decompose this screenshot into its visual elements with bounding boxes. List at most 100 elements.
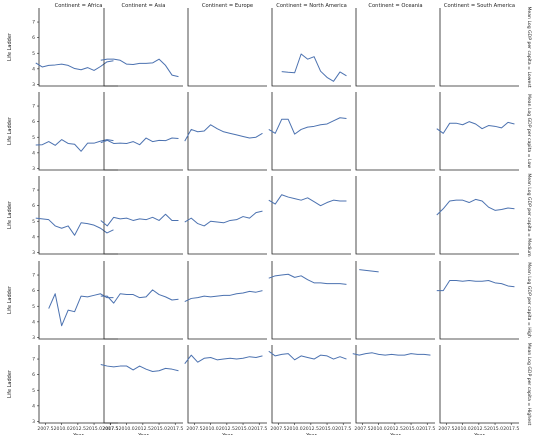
y-tick-label-r1-0: 3 — [32, 166, 35, 172]
row-label-0: Mean Log GDP per capita = Lowest — [526, 6, 532, 87]
series-line-r2-c2 — [184, 210, 263, 227]
x-tick-label-c3-4: 2017.5 — [335, 426, 351, 432]
column-title-4: Continent = Oceania — [368, 3, 422, 9]
panel-axes-r3-c4 — [355, 261, 435, 340]
panel-axes-r1-c5 — [439, 92, 519, 171]
series-line-r1-c2 — [184, 124, 263, 142]
panel-axes-r0-c1 — [103, 8, 183, 87]
panel-axes-r2-c1 — [103, 176, 183, 255]
x-tick-label-c3-0: 2007.5 — [270, 426, 286, 432]
y-tick-label-r0-2: 5 — [32, 51, 35, 57]
panel-axes-r3-c3 — [271, 261, 351, 340]
series-line-r0-c3 — [281, 53, 347, 82]
x-tick-label-c5-1: 2010.0 — [455, 426, 471, 432]
panel-axes-r1-c2 — [187, 92, 267, 171]
x-tick-label-c1-4: 2017.5 — [167, 426, 183, 432]
y-axis-label-r4: Life Ladder — [7, 369, 13, 398]
y-tick-label-r1-1: 4 — [32, 150, 35, 156]
panel-axes-r0-c3 — [271, 8, 351, 87]
x-tick-label-c1-3: 2015.0 — [151, 426, 167, 432]
y-tick-label-r1-3: 6 — [32, 119, 35, 125]
x-tick-label-c0-4: 2017.5 — [102, 426, 118, 432]
x-tick-label-c5-0: 2007.5 — [438, 426, 454, 432]
x-tick-label-c5-2: 2012.5 — [471, 426, 487, 432]
panel-axes-r4-c4 — [355, 345, 435, 424]
series-line-r4-c1 — [100, 364, 179, 373]
panel-axes-r1-c1 — [103, 92, 183, 171]
x-tick-label-c3-3: 2015.0 — [319, 426, 335, 432]
panel-axes-r4-c3 — [271, 345, 351, 424]
row-label-4: Mean Log GDP per capita = Highest — [526, 343, 532, 426]
x-axis-label-c3: Year — [305, 433, 318, 435]
panel-axes-r1-c0 — [38, 92, 118, 171]
y-tick-label-r3-2: 5 — [32, 304, 35, 310]
series-line-r0-c1 — [100, 58, 179, 78]
panel-axes-r3-c2 — [187, 261, 267, 340]
y-tick-label-r2-4: 7 — [32, 188, 35, 194]
panel-axes-r3-c5 — [439, 261, 519, 340]
x-tick-label-c2-0: 2007.5 — [186, 426, 202, 432]
series-line-r2-c3 — [268, 194, 347, 207]
x-axis-label-c2: Year — [221, 433, 234, 435]
panel-axes-r0-c5 — [439, 8, 519, 87]
x-tick-label-c5-4: 2017.5 — [503, 426, 519, 432]
panel-axes-r1-c3 — [271, 92, 351, 171]
x-axis-label-c1: Year — [137, 433, 150, 435]
y-tick-label-r3-0: 3 — [32, 335, 35, 341]
x-tick-label-c2-2: 2012.5 — [219, 426, 235, 432]
panel-axes-r3-c0 — [38, 261, 118, 340]
x-tick-label-c1-1: 2010.0 — [119, 426, 135, 432]
panel-axes-r0-c0 — [38, 8, 118, 87]
series-line-r2-c0 — [35, 217, 114, 236]
column-title-3: Continent = North America — [276, 3, 347, 9]
x-tick-label-c4-0: 2007.5 — [354, 426, 370, 432]
column-title-0: Continent = Africa — [55, 3, 103, 9]
series-line-r3-c2 — [184, 290, 263, 303]
y-tick-label-r2-3: 6 — [32, 203, 35, 209]
series-line-r3-c4 — [359, 269, 379, 273]
y-tick-label-r4-1: 4 — [32, 403, 35, 409]
y-tick-label-r0-3: 6 — [32, 35, 35, 41]
y-tick-label-r4-3: 6 — [32, 372, 35, 378]
series-line-r4-c4 — [352, 352, 431, 356]
series-line-r1-c0 — [35, 139, 114, 152]
panel-axes-r4-c0 — [38, 345, 118, 424]
panel-axes-r2-c2 — [187, 176, 267, 255]
y-tick-label-r0-1: 4 — [32, 66, 35, 72]
x-tick-label-c4-4: 2017.5 — [419, 426, 435, 432]
panel-axes-r2-c0 — [38, 176, 118, 255]
y-tick-label-r2-1: 4 — [32, 234, 35, 240]
series-line-r3-c1 — [100, 289, 179, 304]
x-tick-label-c2-4: 2017.5 — [251, 426, 267, 432]
y-axis-label-r2: Life Ladder — [7, 200, 13, 229]
panel-axes-r4-c1 — [103, 345, 183, 424]
panel-axes-r0-c2 — [187, 8, 267, 87]
x-tick-label-c4-3: 2015.0 — [403, 426, 419, 432]
y-tick-label-r1-4: 7 — [32, 104, 35, 110]
x-tick-label-c0-2: 2012.5 — [70, 426, 86, 432]
y-tick-label-r2-0: 3 — [32, 250, 35, 256]
panel-axes-r4-c2 — [187, 345, 267, 424]
x-axis-label-c0: Year — [72, 433, 85, 435]
y-axis-label-r0: Life Ladder — [7, 32, 13, 61]
y-tick-label-r0-4: 7 — [32, 20, 35, 26]
row-label-2: Mean Log GDP per capita = Medium — [526, 173, 532, 257]
x-tick-label-c0-0: 2007.5 — [37, 426, 53, 432]
x-tick-label-c1-2: 2012.5 — [135, 426, 151, 432]
panel-axes-r2-c5 — [439, 176, 519, 255]
y-tick-label-r3-3: 6 — [32, 288, 35, 294]
series-line-r4-c2 — [184, 354, 263, 365]
panel-axes-r0-c4 — [355, 8, 435, 87]
series-line-r3-c0 — [48, 293, 114, 327]
series-line-r4-c3 — [268, 350, 347, 361]
x-tick-label-c0-3: 2015.0 — [86, 426, 102, 432]
row-label-1: Mean Log GDP per capita = Low — [526, 94, 532, 168]
column-title-5: Continent = South America — [444, 3, 515, 9]
y-tick-label-r1-2: 5 — [32, 135, 35, 141]
y-tick-label-r3-1: 4 — [32, 319, 35, 325]
x-tick-label-c4-1: 2010.0 — [371, 426, 387, 432]
y-tick-label-r0-0: 3 — [32, 82, 35, 88]
x-tick-label-c3-1: 2010.0 — [287, 426, 303, 432]
series-line-r3-c3 — [268, 273, 347, 285]
